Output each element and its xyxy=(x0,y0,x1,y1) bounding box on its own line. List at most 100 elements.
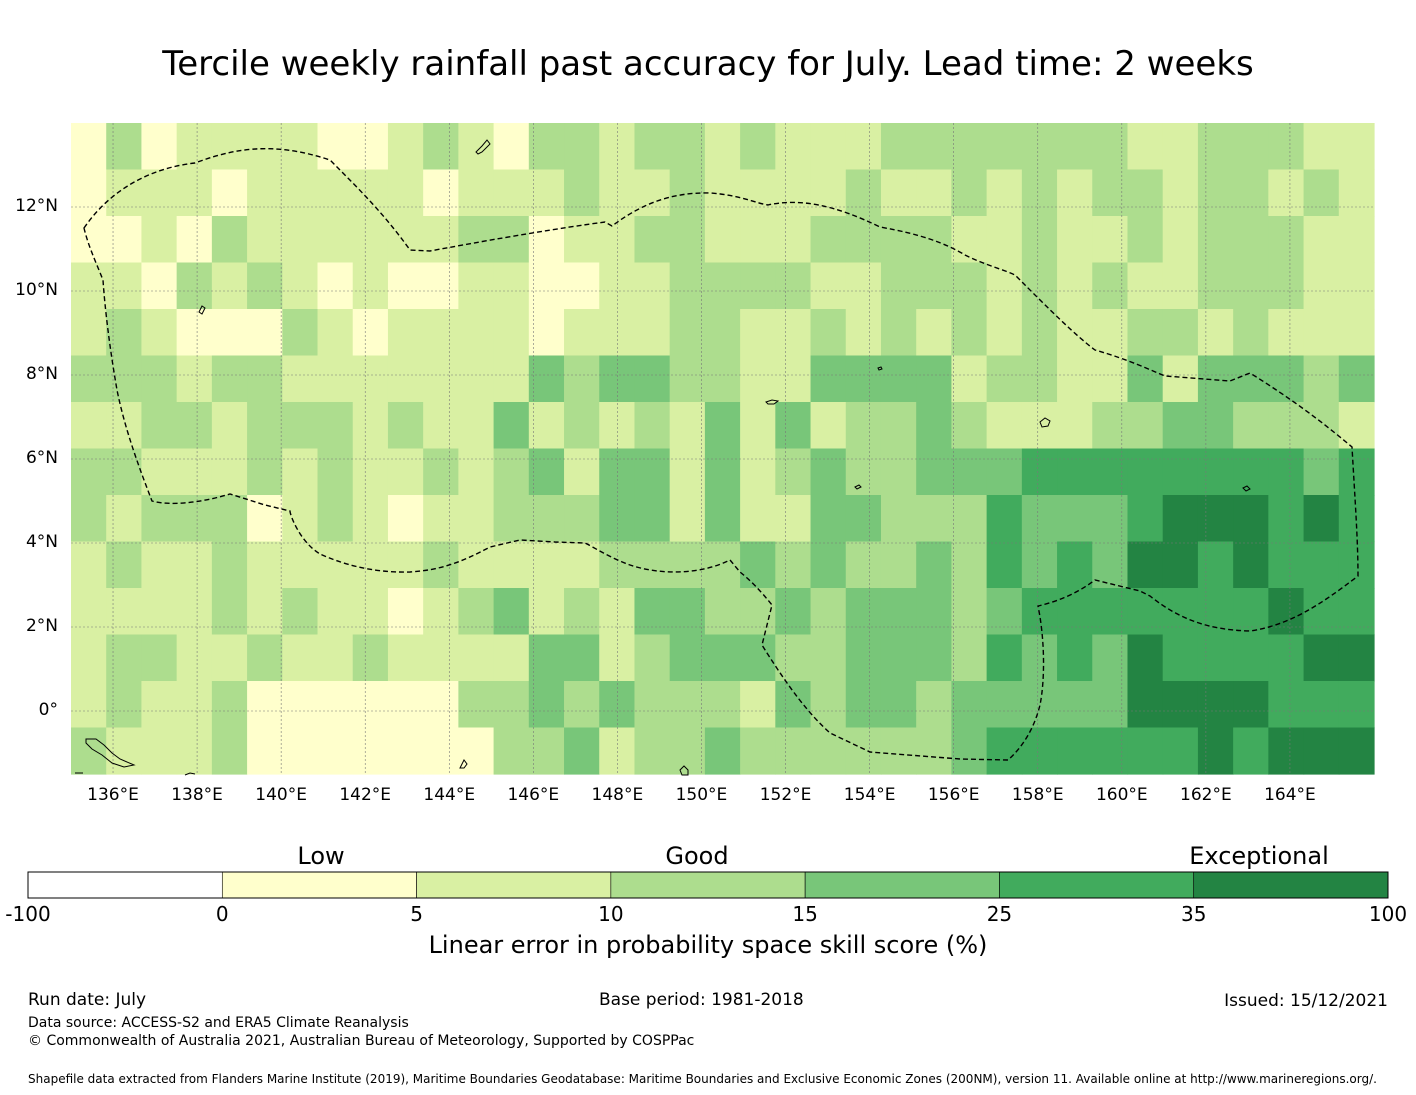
grid-cell xyxy=(1268,541,1305,589)
grid-cell xyxy=(1127,123,1164,171)
grid-cell xyxy=(634,216,671,264)
grid-cell xyxy=(1127,448,1164,496)
grid-cell xyxy=(1021,355,1058,403)
grid-cell xyxy=(1338,262,1375,310)
grid-cell xyxy=(1303,262,1340,310)
grid-cell xyxy=(211,681,248,729)
grid-cell xyxy=(458,681,495,729)
grid-cell xyxy=(1092,309,1129,357)
grid-cell xyxy=(740,727,776,775)
grid-cell xyxy=(810,402,847,450)
grid-cell xyxy=(387,727,424,775)
grid-cell xyxy=(71,541,107,589)
grid-cell xyxy=(1162,402,1199,450)
grid-cell xyxy=(493,216,530,264)
grid-cell xyxy=(176,541,213,589)
grid-cell xyxy=(880,309,917,357)
grid-cell xyxy=(951,262,988,310)
grid-cell xyxy=(247,169,283,217)
grid-cell xyxy=(423,402,459,450)
grid-cell xyxy=(352,448,389,496)
grid-cell xyxy=(1338,309,1375,357)
grid-cell xyxy=(106,588,143,636)
grid-cell xyxy=(880,448,917,496)
grid-cell xyxy=(775,588,812,636)
grid-cell xyxy=(951,495,988,543)
grid-cell xyxy=(352,123,389,171)
grid-cell xyxy=(493,402,530,450)
grid-cell xyxy=(458,448,495,496)
grid-cell xyxy=(282,355,319,403)
latitude-tick-label: 2°N xyxy=(25,616,58,636)
grid-cell xyxy=(669,309,706,357)
grid-cell xyxy=(282,169,319,217)
grid-cell xyxy=(176,495,213,543)
grid-cell xyxy=(845,355,882,403)
grid-cell xyxy=(740,355,776,403)
base-period: Base period: 1981-2018 xyxy=(599,990,804,1010)
grid-cell xyxy=(810,355,847,403)
grid-cell xyxy=(211,169,248,217)
grid-cell xyxy=(387,309,424,357)
colorbar xyxy=(27,871,1389,899)
grid-cell xyxy=(704,727,741,775)
grid-cell xyxy=(282,588,319,636)
grid-cell xyxy=(599,262,636,310)
grid-cell xyxy=(282,402,319,450)
grid-cell xyxy=(775,541,812,589)
grid-cell xyxy=(1303,634,1340,682)
grid-cell xyxy=(317,402,354,450)
grid-cell xyxy=(211,448,248,496)
grid-cell xyxy=(282,262,319,310)
grid-cell xyxy=(564,402,600,450)
colorbar-bin xyxy=(610,871,806,899)
grid-cell xyxy=(951,309,988,357)
grid-cell xyxy=(1338,169,1375,217)
grid-cell xyxy=(1057,169,1093,217)
grid-cell xyxy=(71,262,107,310)
grid-cell xyxy=(176,216,213,264)
grid-cell xyxy=(317,216,354,264)
grid-cell xyxy=(247,216,283,264)
grid-cell xyxy=(916,355,953,403)
grid-cell xyxy=(423,681,459,729)
grid-cell xyxy=(740,681,776,729)
longitude-tick-label: 138°E xyxy=(171,785,223,805)
grid-cell xyxy=(176,309,213,357)
latitude-tick-label: 12°N xyxy=(15,196,58,216)
colorbar-bin xyxy=(416,871,612,899)
grid-cell xyxy=(71,588,107,636)
grid-cell xyxy=(1233,309,1269,357)
grid-cell xyxy=(669,355,706,403)
grid-cell xyxy=(1233,402,1269,450)
grid-cell xyxy=(1057,448,1093,496)
grid-cell xyxy=(352,169,389,217)
grid-cell xyxy=(1268,262,1305,310)
grid-cell xyxy=(1233,495,1269,543)
grid-cell xyxy=(986,402,1023,450)
run-date: Run date: July xyxy=(28,990,147,1010)
grid-cell xyxy=(916,402,953,450)
grid-cell xyxy=(106,355,143,403)
grid-cell xyxy=(669,541,706,589)
grid-cell xyxy=(1092,169,1129,217)
grid-cell xyxy=(247,495,283,543)
grid-cell xyxy=(528,355,565,403)
grid-cell xyxy=(1197,309,1234,357)
grid-cell xyxy=(176,681,213,729)
longitude-tick-label: 146°E xyxy=(507,785,560,805)
grid-cell xyxy=(528,541,565,589)
grid-cell xyxy=(493,495,530,543)
map-gridlines xyxy=(71,123,1374,774)
grid-cell xyxy=(458,123,495,171)
grid-cell xyxy=(1233,262,1269,310)
grid-cell xyxy=(1268,448,1305,496)
grid-cell xyxy=(1021,448,1058,496)
grid-cell xyxy=(740,634,776,682)
grid-cell xyxy=(1197,402,1234,450)
grid-cell xyxy=(1092,355,1129,403)
grid-cell xyxy=(1057,588,1093,636)
grid-cell xyxy=(810,309,847,357)
grid-cell xyxy=(387,541,424,589)
grid-cell xyxy=(634,588,671,636)
